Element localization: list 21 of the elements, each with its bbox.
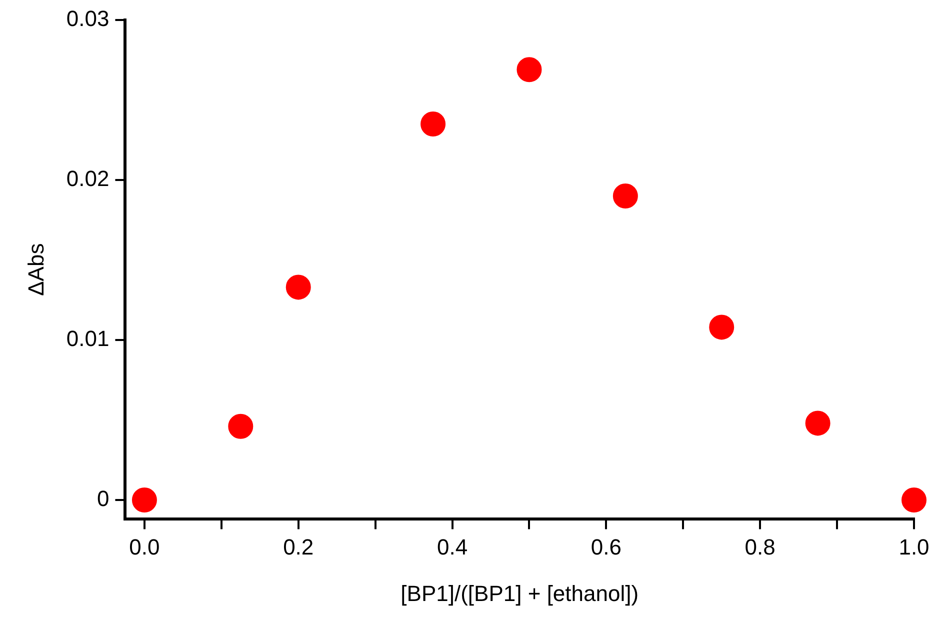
point <box>286 274 311 300</box>
point <box>709 314 734 340</box>
point <box>516 57 542 82</box>
y-tick-label: 0.01 <box>66 326 110 352</box>
x-axis-title: [BP1]/([BP1] + [ethanol]) <box>400 580 639 606</box>
y-tick-label: 0.02 <box>66 166 110 192</box>
point <box>132 488 157 512</box>
x-tick-label: 0.2 <box>283 534 314 560</box>
x-tick-label: 1.0 <box>898 534 930 560</box>
x-tick-label: 0.4 <box>436 534 468 560</box>
x-tick-label: 0.6 <box>590 534 622 560</box>
point <box>420 112 446 136</box>
point <box>612 184 638 208</box>
point <box>228 414 254 439</box>
point <box>902 488 926 512</box>
y-tick-label: 0.03 <box>66 6 110 32</box>
y-tick-label: 0 <box>96 486 110 512</box>
x-tick-label: 0.8 <box>744 534 776 560</box>
x-tick-label: 0.0 <box>129 534 160 560</box>
y-axis-title: ΔAbs <box>23 243 48 296</box>
point <box>805 410 830 436</box>
